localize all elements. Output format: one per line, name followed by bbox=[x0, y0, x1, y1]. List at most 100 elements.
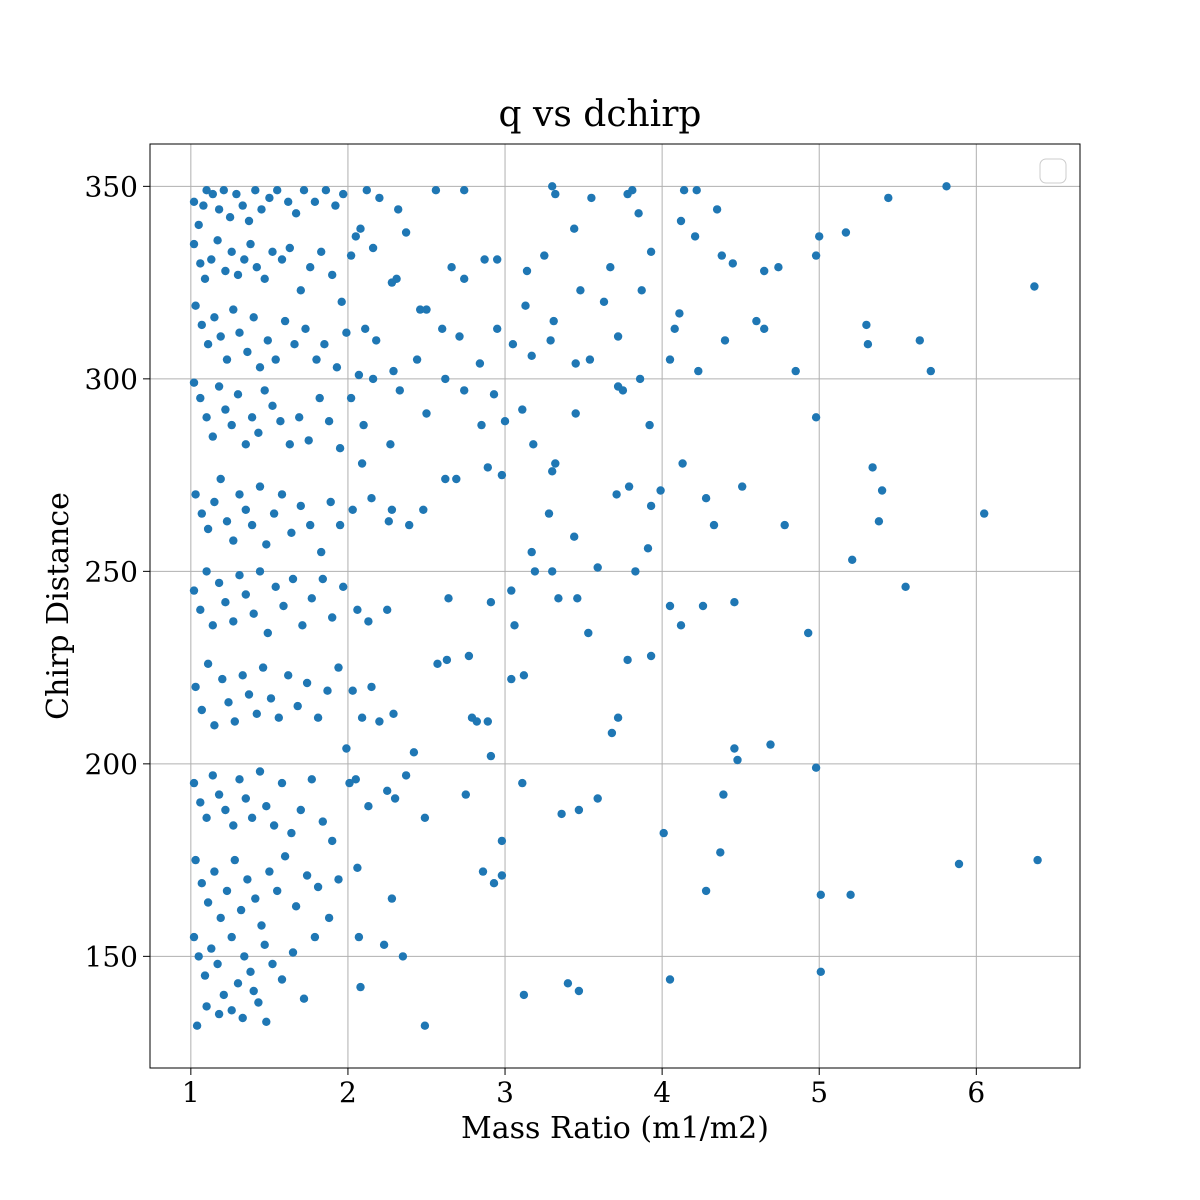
scatter-point bbox=[315, 393, 324, 403]
scatter-point bbox=[263, 336, 272, 345]
y-axis-label: Chirp Distance bbox=[41, 492, 76, 720]
scatter-point bbox=[676, 621, 686, 630]
scatter-point bbox=[613, 713, 623, 722]
scatter-point bbox=[332, 363, 342, 372]
scatter-point bbox=[733, 755, 742, 765]
scatter-point bbox=[262, 540, 271, 549]
scatter-point bbox=[862, 320, 871, 330]
y-tick-label: 200 bbox=[85, 748, 138, 781]
x-tick-label: 2 bbox=[339, 1076, 357, 1109]
scatter-point bbox=[321, 186, 331, 195]
scatter-point bbox=[646, 501, 656, 511]
scatter-point bbox=[563, 979, 573, 988]
scatter-point bbox=[811, 413, 821, 422]
scatter-point bbox=[202, 413, 211, 422]
scatter-point bbox=[389, 366, 398, 376]
scatter-point bbox=[760, 266, 769, 276]
scatter-point bbox=[268, 959, 277, 969]
scatter-point bbox=[214, 790, 224, 799]
scatter-point bbox=[306, 520, 315, 530]
scatter-point bbox=[313, 713, 323, 722]
scatter-point bbox=[500, 417, 510, 426]
scatter-point bbox=[273, 186, 282, 195]
scatter-point bbox=[241, 794, 250, 803]
scatter-point bbox=[284, 671, 293, 680]
scatter-point bbox=[438, 324, 447, 333]
scatter-point bbox=[593, 563, 602, 572]
scatter-point bbox=[229, 305, 238, 314]
scatter-point bbox=[299, 994, 309, 1003]
scatter-point bbox=[367, 682, 376, 692]
scatter-point bbox=[196, 605, 205, 614]
scatter-point bbox=[356, 224, 365, 233]
scatter-point bbox=[874, 517, 884, 526]
scatter-point bbox=[954, 859, 964, 869]
scatter-point bbox=[213, 959, 222, 969]
scatter-point bbox=[395, 386, 404, 395]
scatter-point bbox=[507, 586, 516, 595]
scatter-point bbox=[412, 355, 422, 364]
scatter-point bbox=[546, 336, 555, 345]
scatter-point bbox=[665, 601, 675, 611]
x-tick-label: 3 bbox=[496, 1076, 514, 1109]
scatter-point bbox=[229, 617, 238, 626]
scatter-point bbox=[692, 186, 701, 195]
scatter-point bbox=[269, 821, 279, 830]
scatter-point bbox=[646, 247, 656, 256]
scatter-point bbox=[214, 382, 224, 391]
scatter-point bbox=[926, 366, 935, 376]
scatter-point bbox=[678, 459, 687, 468]
scatter-point bbox=[551, 189, 560, 199]
scatter-point bbox=[216, 913, 225, 923]
scatter-point bbox=[252, 263, 261, 272]
scatter-point bbox=[510, 621, 519, 630]
scatter-point bbox=[307, 594, 316, 603]
scatter-point bbox=[635, 374, 645, 384]
scatter-point bbox=[544, 509, 554, 518]
scatter-point bbox=[884, 193, 893, 203]
scatter-point bbox=[230, 855, 239, 865]
scatter-point bbox=[317, 247, 326, 256]
scatter-point bbox=[901, 582, 910, 591]
scatter-point bbox=[238, 1013, 247, 1023]
scatter-point bbox=[804, 628, 813, 638]
scatter-point bbox=[260, 940, 269, 949]
scatter-point bbox=[766, 740, 775, 749]
scatter-point bbox=[241, 590, 250, 599]
scatter-point bbox=[191, 301, 200, 310]
scatter-point bbox=[464, 651, 474, 661]
scatter-point bbox=[262, 802, 271, 811]
y-tick-label: 150 bbox=[85, 940, 138, 973]
scatter-point bbox=[728, 259, 737, 268]
scatter-point bbox=[251, 894, 260, 903]
scatter-point bbox=[260, 386, 269, 395]
scatter-point bbox=[221, 266, 230, 276]
scatter-point bbox=[287, 528, 296, 537]
scatter-point bbox=[527, 351, 536, 360]
scatter-point bbox=[285, 440, 294, 449]
scatter-point bbox=[585, 355, 595, 364]
scatter-point bbox=[656, 486, 665, 495]
scatter-point bbox=[227, 420, 236, 430]
scatter-point bbox=[199, 201, 208, 210]
scatter-point bbox=[230, 717, 239, 726]
scatter-point bbox=[348, 505, 357, 514]
scatter-point bbox=[216, 474, 225, 484]
scatter-point bbox=[196, 259, 205, 268]
scatter-point bbox=[197, 705, 206, 715]
scatter-point bbox=[310, 932, 320, 942]
scatter-point bbox=[351, 232, 360, 241]
scatter-point bbox=[518, 405, 527, 414]
scatter-point bbox=[815, 232, 824, 241]
scatter-point bbox=[189, 778, 199, 788]
scatter-point bbox=[235, 328, 244, 337]
scatter-point bbox=[631, 567, 640, 576]
scatter-point bbox=[213, 236, 222, 245]
scatter-point bbox=[202, 567, 211, 576]
scatter-point bbox=[362, 186, 371, 195]
scatter-point bbox=[200, 971, 210, 980]
scatter-point bbox=[357, 713, 367, 722]
scatter-point bbox=[222, 517, 232, 526]
scatter-point bbox=[222, 886, 232, 896]
